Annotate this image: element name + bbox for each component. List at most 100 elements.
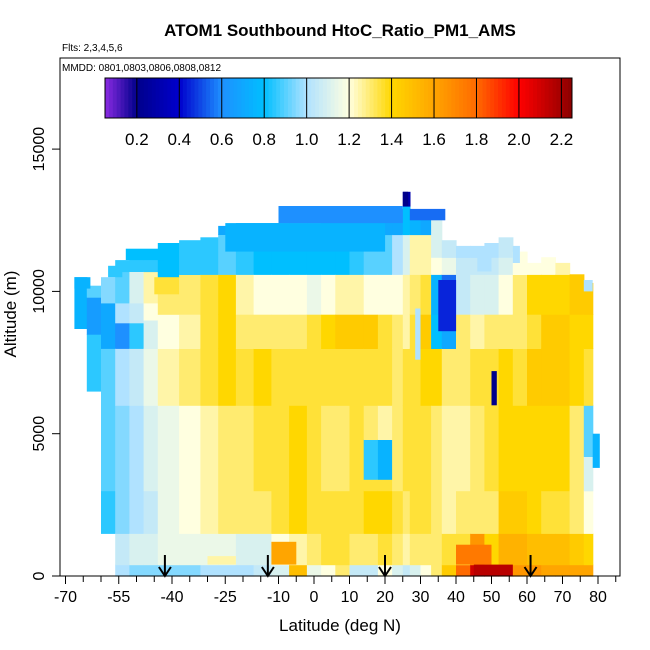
heatmap-cell bbox=[456, 564, 471, 577]
heatmap-cell bbox=[498, 348, 514, 406]
heatmap-cell bbox=[569, 533, 585, 566]
colorbar-swatch bbox=[128, 78, 133, 118]
heatmap-cell bbox=[541, 405, 556, 492]
colorbar-swatch bbox=[221, 78, 227, 118]
colorbar-swatch bbox=[210, 78, 215, 118]
heatmap-cell bbox=[129, 490, 145, 534]
colorbar-swatch bbox=[124, 78, 129, 118]
x-tick-label: 60 bbox=[518, 589, 536, 606]
heatmap-cell bbox=[420, 348, 432, 406]
heatmap-cell bbox=[271, 541, 297, 565]
chart-title: ATOM1 Southbound HtoC_Ratio_PM1_AMS bbox=[164, 21, 516, 40]
heatmap-cell bbox=[527, 348, 542, 406]
colorbar-swatch bbox=[552, 78, 557, 118]
y-tick-label: 0 bbox=[31, 571, 48, 580]
colorbar-swatch bbox=[350, 78, 355, 118]
heatmap-cell bbox=[484, 490, 500, 534]
colorbar-swatch bbox=[412, 78, 417, 118]
heatmap-cell bbox=[218, 314, 237, 349]
heatmap-cell bbox=[527, 274, 542, 315]
heatmap-cell bbox=[321, 314, 336, 349]
heatmap-cell bbox=[253, 405, 272, 492]
heatmap-cell bbox=[420, 490, 432, 534]
heatmap-cell bbox=[143, 405, 159, 492]
heatmap-cell bbox=[555, 533, 571, 566]
colorbar-swatch bbox=[112, 78, 118, 118]
heatmap-cell bbox=[157, 405, 180, 492]
y-tick-label: 10000 bbox=[31, 269, 48, 314]
heatmap-cell bbox=[143, 302, 159, 321]
colorbar-swatch bbox=[291, 78, 297, 118]
heatmap-cell bbox=[583, 490, 594, 534]
heatmap-cell bbox=[441, 257, 457, 275]
colorbar-swatch bbox=[455, 78, 460, 118]
heatmap-cell bbox=[484, 243, 500, 258]
heatmap-cell bbox=[335, 564, 351, 577]
colorbar-swatch bbox=[521, 78, 526, 118]
colorbar-swatch bbox=[385, 78, 390, 118]
colorbar-swatch bbox=[490, 78, 495, 118]
colorbar-swatch bbox=[365, 78, 371, 118]
x-tick-label: -40 bbox=[160, 589, 183, 606]
colorbar-swatch bbox=[280, 78, 285, 118]
heatmap-cell bbox=[441, 240, 457, 258]
x-tick-label: 10 bbox=[341, 589, 359, 606]
heatmap-cell bbox=[129, 322, 145, 349]
colorbar-tick-label: 0.4 bbox=[167, 130, 191, 149]
heatmap-cell bbox=[512, 245, 520, 263]
heatmap-cell bbox=[456, 245, 471, 258]
heatmap-cell bbox=[129, 405, 145, 492]
heatmap-cell bbox=[592, 433, 600, 468]
heatmap-cell bbox=[306, 405, 322, 492]
colorbar-swatch bbox=[416, 78, 421, 118]
colorbar-swatch bbox=[540, 78, 546, 118]
heatmap-cell bbox=[555, 314, 571, 349]
heatmap-cell bbox=[583, 314, 594, 349]
heatmap-cell bbox=[402, 564, 411, 577]
heatmap-cell bbox=[498, 405, 514, 492]
heatmap-cell bbox=[583, 564, 594, 577]
heatmap-cell bbox=[289, 490, 308, 534]
colorbar-swatch bbox=[206, 78, 211, 118]
heatmap-cell bbox=[583, 533, 594, 566]
heatmap-cell bbox=[253, 314, 272, 349]
heatmap-cell bbox=[555, 274, 571, 315]
colorbar-swatch bbox=[276, 78, 281, 118]
colorbar-swatch bbox=[381, 78, 386, 118]
colorbar-swatch bbox=[307, 78, 312, 118]
x-axis: -70 -55 -40 -25 -10 0 10 20 30 40 50 60 70 80 bbox=[54, 576, 617, 606]
colorbar-swatch bbox=[517, 78, 522, 118]
heatmap-cell bbox=[377, 274, 393, 315]
colorbar-tick-label: 1.4 bbox=[380, 130, 404, 149]
heatmap-cell bbox=[569, 274, 585, 315]
heatmap-cell bbox=[527, 405, 542, 492]
heatmap-cell bbox=[157, 490, 180, 534]
heatmap-cell bbox=[569, 405, 585, 492]
heatmap-cell bbox=[235, 490, 255, 534]
colorbar-swatch bbox=[136, 78, 141, 118]
heatmap-cell bbox=[569, 564, 585, 577]
heatmap-cell bbox=[441, 533, 457, 566]
colorbar-swatch bbox=[428, 78, 433, 118]
heatmap-cell bbox=[349, 348, 365, 406]
heatmap-cell bbox=[179, 274, 201, 315]
colorbar-swatch bbox=[248, 78, 254, 118]
heatmap-cell bbox=[409, 564, 422, 577]
heatmap-cell bbox=[541, 533, 556, 566]
heatmap-cell bbox=[115, 405, 130, 492]
heatmap-cell bbox=[271, 405, 290, 492]
heatmap-cell bbox=[583, 456, 594, 492]
heatmap-cell bbox=[179, 405, 201, 492]
dates-label: MMDD: 0801,0803,0806,0808,0812 bbox=[62, 63, 221, 74]
heatmap-cell bbox=[569, 490, 585, 534]
colorbar-swatch bbox=[560, 78, 565, 118]
colorbar-swatch bbox=[120, 78, 125, 118]
colorbar-swatch bbox=[330, 78, 336, 118]
heatmap-cell bbox=[349, 274, 365, 315]
heatmap-cell bbox=[402, 274, 411, 315]
colorbar-swatch bbox=[272, 78, 277, 118]
x-axis-label: Latitude (deg N) bbox=[279, 616, 401, 635]
colorbar-swatch bbox=[420, 78, 425, 118]
heatmap-cell bbox=[271, 490, 290, 534]
